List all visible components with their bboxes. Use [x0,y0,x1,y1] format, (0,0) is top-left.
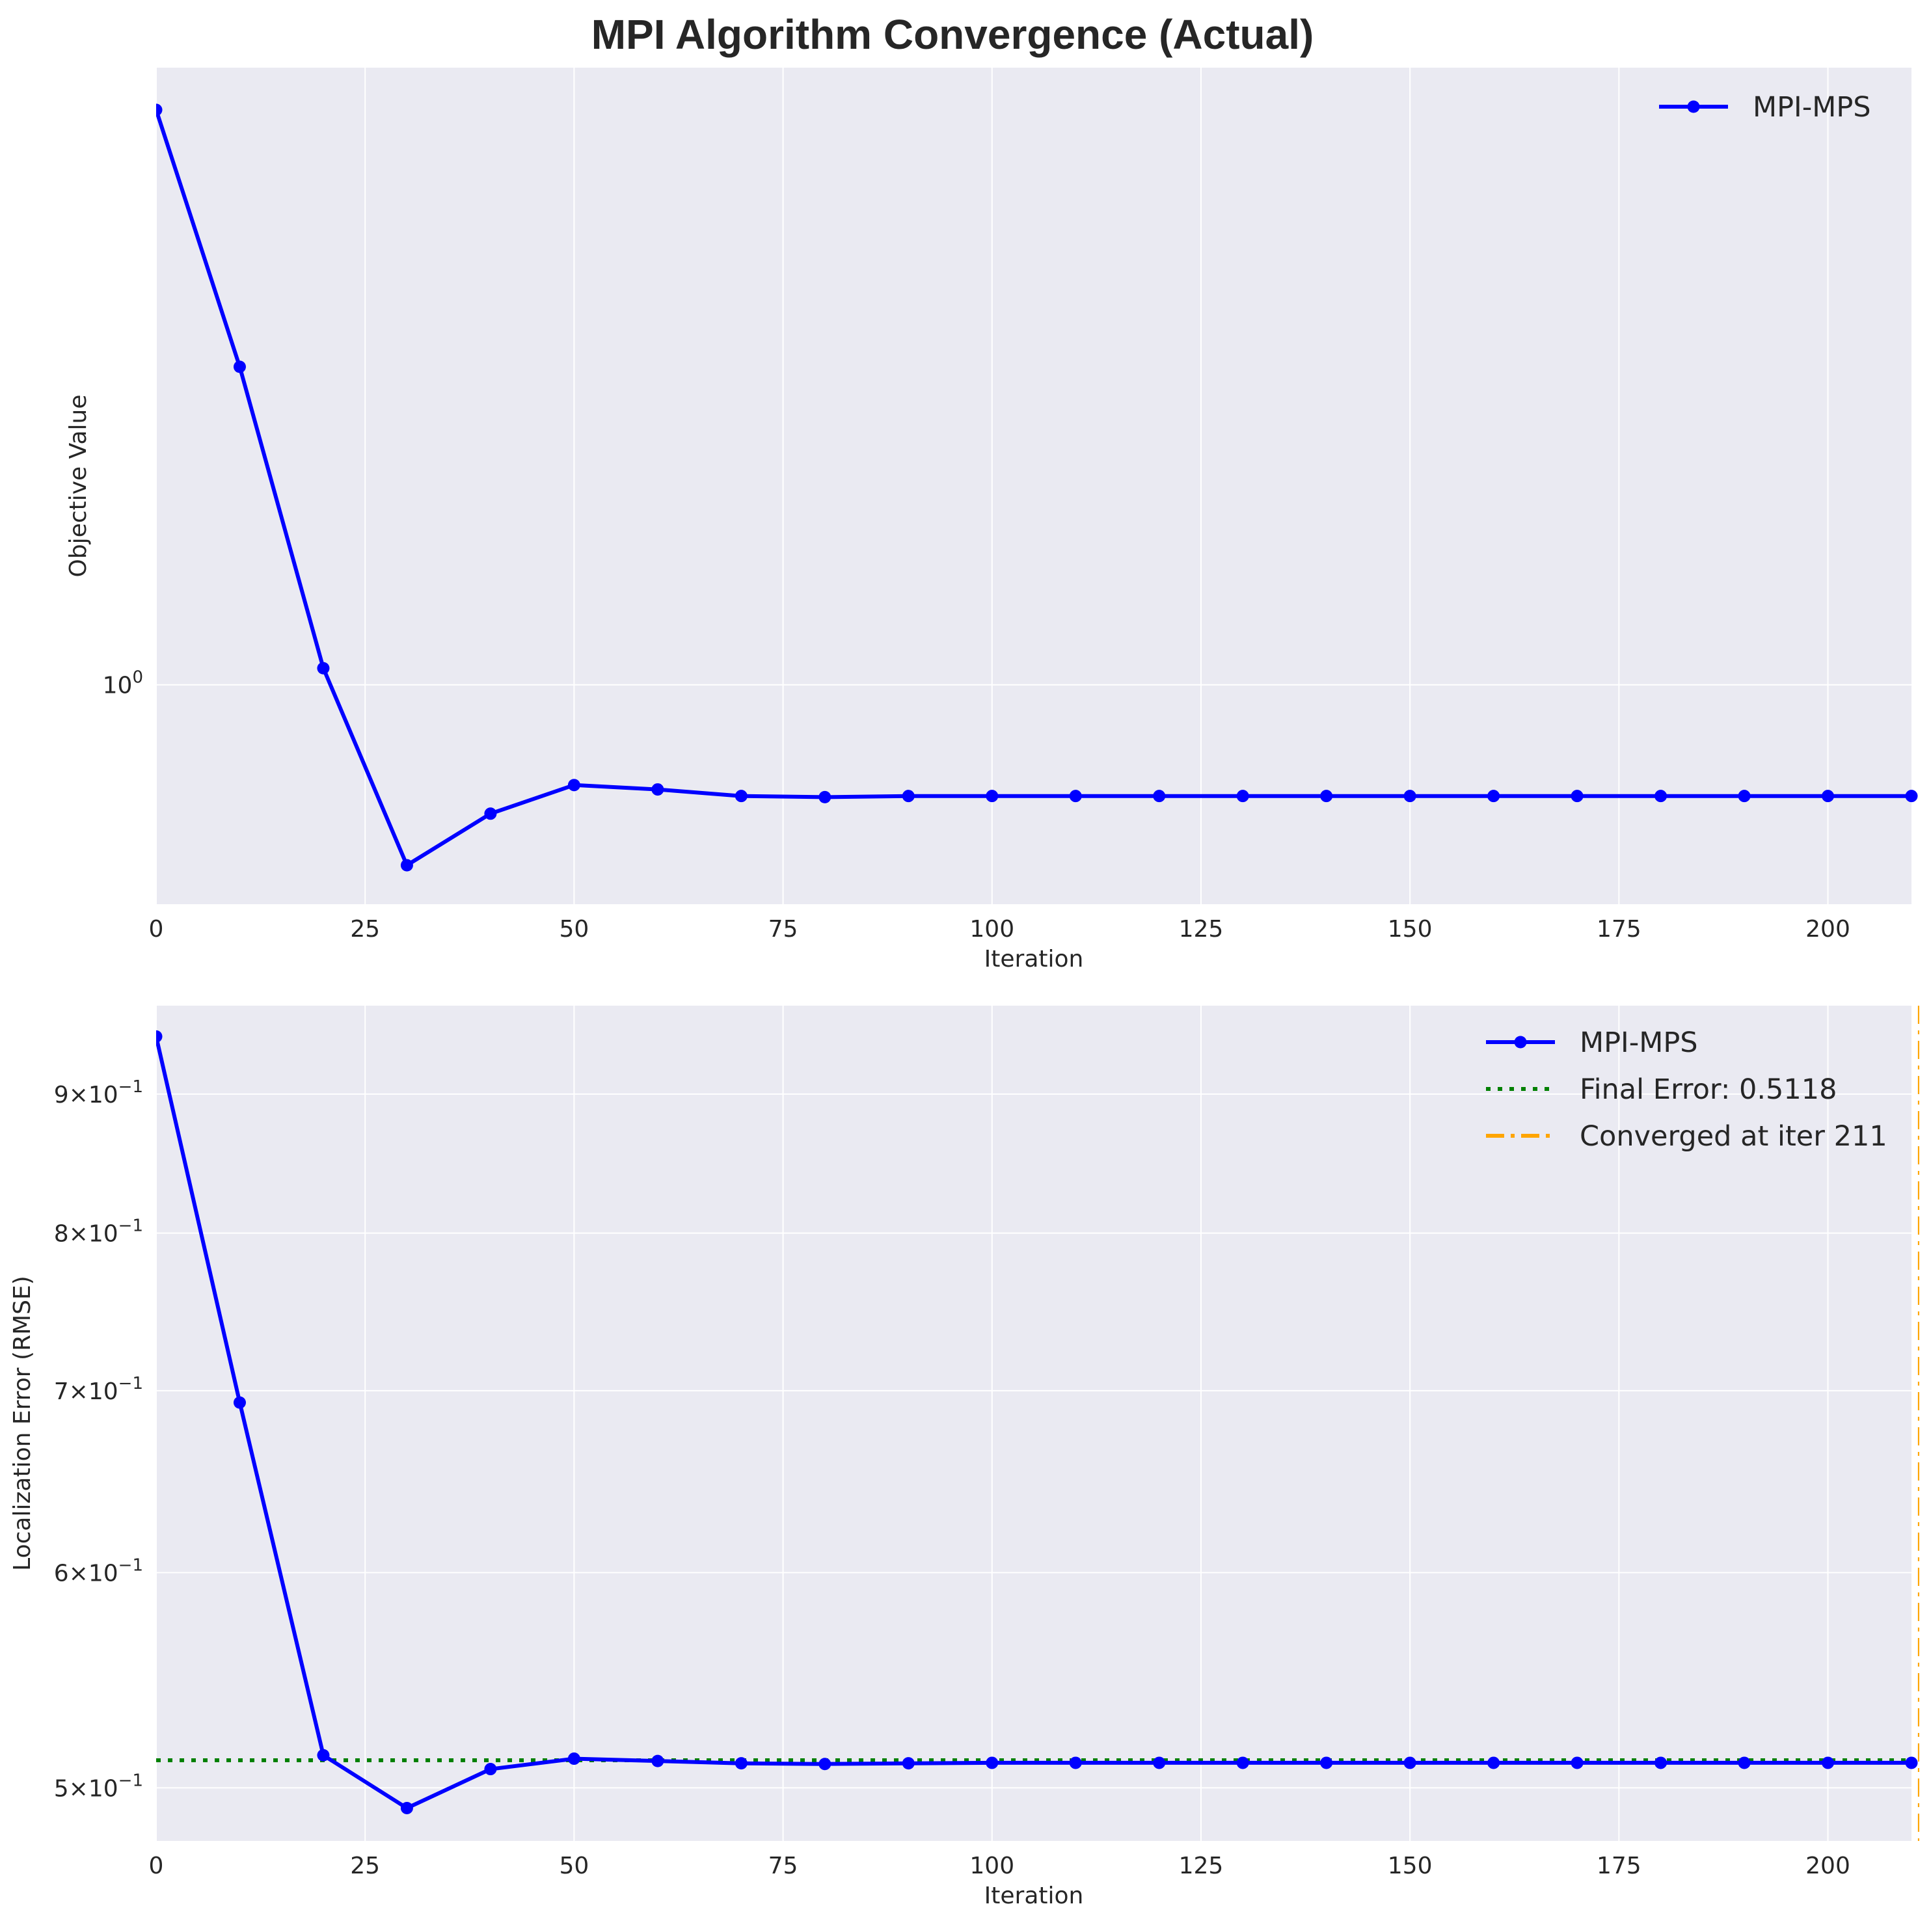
legend-marker [1514,1036,1527,1049]
series-line [156,1036,1911,1810]
data-point [1236,1756,1249,1769]
y-tick-label: 6×10−1 [54,1556,143,1587]
data-point [1822,790,1835,803]
data-point [735,1757,748,1770]
x-tick-label: 125 [1179,1853,1224,1879]
x-tick-label: 50 [559,1853,589,1879]
x-tick-label: 150 [1388,916,1433,943]
data-point [1069,790,1082,803]
x-tick-label: 150 [1388,1853,1433,1879]
data-point [902,790,915,803]
data-point [1403,790,1416,803]
x-tick-label: 200 [1805,916,1850,943]
y-tick-label: 9×10−1 [54,1077,143,1108]
objective-value-panel: 0 25 50 75 100 125 150 175 200 100 Iteration Object… [65,68,1918,973]
x-tick-label: 0 [149,1853,164,1879]
x-tick-label: 175 [1597,916,1641,943]
y-tick-label: 5×10−1 [54,1771,143,1802]
x-tick-label: 100 [969,916,1014,943]
data-point [156,1030,163,1043]
x-tick-label: 75 [768,916,798,943]
x-tick-label: 75 [768,1853,798,1879]
data-point [651,1754,664,1767]
legend-label: MPI-MPS [1753,91,1871,124]
data-point [317,662,330,675]
x-axis-label: Iteration [984,1883,1084,1909]
data-point [1403,1756,1416,1769]
data-point [1822,1756,1835,1769]
data-point [1905,790,1918,803]
data-point [1153,1756,1166,1769]
legend-label: Final Error: 0.5118 [1580,1073,1837,1106]
legend: MPI-MPS Final Error: 0.5118 Converged at i… [1486,1026,1887,1153]
figure-title: MPI Algorithm Convergence (Actual) [591,11,1314,58]
data-point [1738,1756,1751,1769]
x-tick-label: 25 [350,1853,380,1879]
x-tick-label: 100 [969,1853,1014,1879]
data-point [1654,1756,1668,1769]
x-tick-label: 175 [1597,1853,1641,1879]
y-tick-label: 7×10−1 [54,1374,143,1405]
legend-label: Converged at iter 211 [1580,1120,1887,1153]
x-tick-label: 125 [1179,916,1224,943]
localization-error-panel: 0 25 50 75 100 125 150 175 200 9×10−1 8×10−1 7×10−1… [9,1006,1919,1909]
y-tick-label: 8×10−1 [54,1216,143,1248]
data-point [1069,1756,1082,1769]
data-point [1571,1756,1584,1769]
legend: MPI-MPS [1659,91,1871,124]
data-point [1487,1756,1500,1769]
data-point [1654,790,1668,803]
x-tick-label: 25 [350,916,380,943]
x-axis-label: Iteration [984,946,1084,973]
data-point [1236,790,1249,803]
x-tick-label: 200 [1805,1853,1850,1879]
data-point [818,1758,831,1771]
data-point [156,103,163,116]
data-point [735,790,748,803]
data-point [986,790,999,803]
data-point [317,1749,330,1762]
x-tick-label: 0 [149,916,164,943]
x-tick-label: 50 [559,916,589,943]
data-point [1320,1756,1333,1769]
data-point [484,1763,497,1776]
legend-marker [1687,100,1700,113]
data-point [567,1752,580,1765]
legend-label: MPI-MPS [1580,1026,1698,1059]
data-point [233,1396,246,1409]
data-point [567,779,580,792]
plot-area [156,68,1911,904]
data-point [986,1756,999,1769]
data-point [1738,790,1751,803]
data-point [1153,790,1166,803]
data-point [1571,790,1584,803]
y-axis-label: Objective Value [65,394,92,577]
data-point [651,783,664,796]
data-point [1905,1756,1918,1769]
data-point [818,790,831,803]
data-point [1487,790,1500,803]
data-point [233,360,246,373]
data-point [400,859,413,872]
data-point [484,807,497,820]
data-point [1320,790,1333,803]
series-line [156,109,1911,868]
y-axis-label: Localization Error (RMSE) [9,1276,36,1571]
y-tick-label: 100 [103,668,143,699]
data-point [902,1757,915,1770]
data-point [400,1801,413,1814]
